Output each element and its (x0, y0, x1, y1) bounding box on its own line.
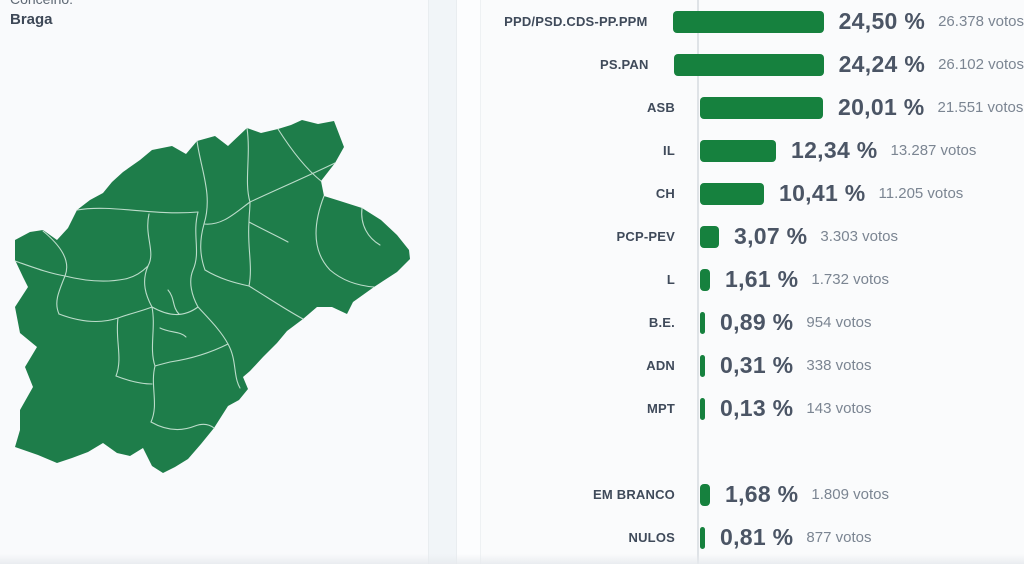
votes-value: 338 votos (806, 357, 872, 374)
region-header: Concelho: Braga (10, 0, 73, 29)
party-label: NULOS (628, 530, 675, 545)
votes-value: 1.809 votos (811, 486, 889, 503)
result-row: MPT 0,13 % 143 votos (481, 387, 1024, 430)
percent-value: 10,41 % (779, 180, 866, 206)
chart-axis-line (697, 0, 699, 564)
party-label: ADN (646, 358, 675, 373)
votes-value: 3.303 votos (820, 228, 898, 245)
region-label: Concelho: (10, 0, 73, 8)
party-label: CH (655, 186, 675, 201)
percent-value: 12,34 % (791, 137, 878, 163)
bar-zone: 0,31 % 338 votos (700, 352, 871, 379)
result-bar (700, 225, 719, 248)
percent-value: 1,68 % (725, 481, 799, 507)
percent-value: 24,24 % (838, 51, 926, 77)
votes-value: 21.551 votos (937, 99, 1024, 116)
party-label: L (666, 272, 675, 287)
result-row: EM BRANCO 1,68 % 1.809 votos (481, 473, 1024, 516)
result-row: PPD/PSD.CDS-PP.PPM 24,50 % 26.378 votos (481, 0, 1024, 43)
result-row: NULOS 0,81 % 877 votos (481, 516, 1024, 559)
region-name: Braga (10, 11, 53, 28)
braga-municipality-map-icon[interactable] (0, 100, 430, 500)
percent-value: 0,31 % (720, 352, 794, 378)
party-label: MPT (646, 401, 675, 416)
votes-value: 26.102 votos (938, 56, 1024, 73)
votes-value: 954 votos (806, 314, 872, 331)
bar-zone: 1,61 % 1.732 votos (700, 266, 889, 293)
results-pane: PPD/PSD.CDS-PP.PPM 24,50 % 26.378 votos … (481, 0, 1024, 564)
result-row: IL 12,34 % 13.287 votos (481, 129, 1024, 172)
percent-value: 24,50 % (838, 8, 926, 34)
bar-zone: 24,50 % 26.378 votos (672, 8, 1024, 35)
pane-gap (457, 0, 480, 564)
percent-value: 0,13 % (720, 395, 794, 421)
bar-zone: 20,01 % 21.551 votos (700, 94, 1023, 121)
result-row: ADN 0,31 % 338 votos (481, 344, 1024, 387)
results-group-spacer (481, 430, 1024, 473)
votes-value: 143 votos (806, 400, 872, 417)
party-label: B.E. (648, 315, 675, 330)
map-region-shape[interactable] (15, 120, 410, 473)
pane-divider-line (428, 0, 429, 564)
party-label: EM BRANCO (593, 487, 675, 502)
map-pane: Concelho: Braga (0, 0, 428, 564)
votes-value: 877 votos (806, 529, 872, 546)
bar-zone: 3,07 % 3.303 votos (700, 223, 898, 250)
result-row: B.E. 0,89 % 954 votos (481, 301, 1024, 344)
result-row: PCP-PEV 3,07 % 3.303 votos (481, 215, 1024, 258)
party-label: PCP-PEV (616, 229, 675, 244)
bar-zone: 0,81 % 877 votos (700, 524, 871, 551)
result-bar (700, 182, 764, 205)
result-bar (700, 354, 705, 377)
result-bar (700, 268, 710, 291)
results-list: PPD/PSD.CDS-PP.PPM 24,50 % 26.378 votos … (481, 0, 1024, 559)
result-row: CH 10,41 % 11.205 votos (481, 172, 1024, 215)
votes-value: 26.378 votos (938, 13, 1024, 30)
chart-panel-edge (480, 0, 481, 564)
percent-value: 0,81 % (720, 524, 794, 550)
bar-zone: 0,13 % 143 votos (700, 395, 871, 422)
result-row: ASB 20,01 % 21.551 votos (481, 86, 1024, 129)
result-bar (700, 311, 705, 334)
result-bar (672, 10, 824, 33)
party-label: PPD/PSD.CDS-PP.PPM (504, 14, 648, 29)
parish-borders (14, 127, 381, 431)
bar-zone: 24,24 % 26.102 votos (673, 51, 1024, 78)
bar-zone: 0,89 % 954 votos (700, 309, 871, 336)
result-bar (700, 483, 710, 506)
party-label: PS.PAN (599, 57, 649, 72)
result-bar (700, 526, 705, 549)
percent-value: 1,61 % (725, 266, 799, 292)
result-bar (700, 397, 705, 420)
percent-value: 0,89 % (720, 309, 794, 335)
result-row: PS.PAN 24,24 % 26.102 votos (481, 43, 1024, 86)
result-row: L 1,61 % 1.732 votos (481, 258, 1024, 301)
bar-zone: 1,68 % 1.809 votos (700, 481, 889, 508)
result-bar (700, 96, 823, 119)
votes-value: 1.732 votos (811, 271, 889, 288)
votes-value: 11.205 votos (878, 185, 964, 202)
party-label: IL (663, 143, 675, 158)
votes-value: 13.287 votos (890, 142, 977, 159)
vertical-scrollbar[interactable] (429, 0, 456, 564)
percent-value: 3,07 % (734, 223, 808, 249)
party-label: ASB (646, 100, 675, 115)
bar-zone: 12,34 % 13.287 votos (700, 137, 976, 164)
pane-divider-line-2 (456, 0, 457, 564)
result-bar (673, 53, 824, 76)
percent-value: 20,01 % (838, 94, 925, 120)
bar-zone: 10,41 % 11.205 votos (700, 180, 963, 207)
result-bar (700, 139, 776, 162)
